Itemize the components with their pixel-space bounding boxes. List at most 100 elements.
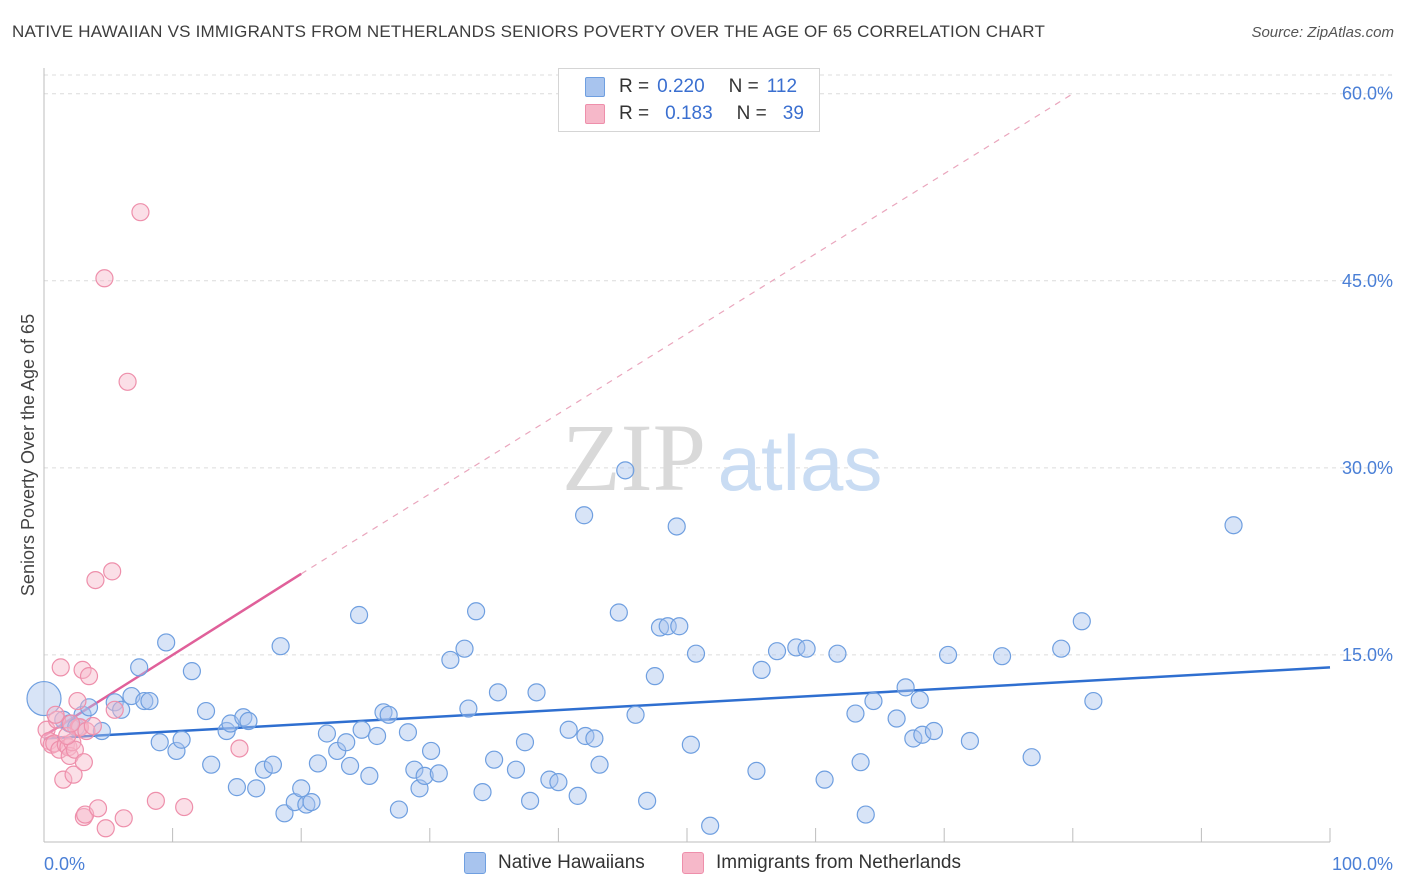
legend-r-value: 0.183 <box>665 103 713 124</box>
point-native-hawaiians <box>379 705 398 724</box>
point-native-hawaiians <box>585 729 604 748</box>
legend-label: Immigrants from Netherlands <box>716 852 961 873</box>
point-native-hawaiians <box>421 741 441 761</box>
point-native-hawaiians <box>182 662 201 681</box>
legend-swatch-pink <box>585 104 605 124</box>
point-native-hawaiians <box>650 618 670 637</box>
point-native-hawaiians <box>856 805 875 824</box>
point-native-hawaiians <box>398 723 418 742</box>
point-native-hawaiians <box>459 699 478 718</box>
point-native-hawaiians <box>352 720 371 739</box>
trend-line-native-hawaiians <box>43 666 1331 740</box>
point-native-hawaiians <box>360 766 379 786</box>
point-netherlands <box>95 269 114 288</box>
grid-lines <box>44 74 1394 656</box>
point-native-hawaiians <box>960 731 980 751</box>
legend-row-netherlands: R = 0.183 N = 39 <box>585 102 804 126</box>
point-native-hawaiians <box>752 660 771 679</box>
point-netherlands <box>175 797 194 817</box>
y-tick-label: 60.0% <box>1342 84 1393 104</box>
tick-labels: 15.0% 30.0% 45.0% 60.0% 0.0% 100.0% <box>44 84 1393 874</box>
legend-swatch-blue <box>464 852 486 874</box>
point-native-hawaiians <box>349 605 369 625</box>
point-native-hawaiians <box>681 735 700 754</box>
point-netherlands <box>103 562 122 581</box>
watermark-atlas: atlas <box>718 419 883 507</box>
legend-r-value: 0.220 <box>657 76 705 97</box>
point-native-hawaiians <box>367 726 387 746</box>
point-native-hawaiians <box>302 792 321 812</box>
point-native-hawaiians <box>441 650 460 670</box>
point-native-hawaiians <box>140 691 159 711</box>
legend-n-value: 112 <box>766 76 798 97</box>
point-native-hawaiians <box>767 642 787 661</box>
legend-item-netherlands[interactable]: Immigrants from Netherlands <box>682 852 961 874</box>
legend-n-value: 39 <box>782 103 804 124</box>
trend-line-netherlands <box>43 572 302 738</box>
point-native-hawaiians <box>271 637 290 656</box>
point-native-hawaiians <box>488 683 508 702</box>
trend-extension-netherlands <box>300 93 1074 575</box>
point-netherlands <box>79 667 99 686</box>
x-tick-label: 0.0% <box>44 854 85 874</box>
point-native-hawaiians <box>904 729 923 748</box>
point-native-hawaiians <box>79 698 99 717</box>
point-netherlands <box>61 714 81 733</box>
point-native-hawaiians <box>1022 748 1041 767</box>
legend-n-label: N = <box>728 76 759 97</box>
point-native-hawaiians <box>275 804 294 823</box>
point-native-hawaiians <box>667 517 686 536</box>
y-axis-label: Seniors Poverty Over the Age of 65 <box>18 314 38 596</box>
point-native-hawaiians <box>239 711 258 731</box>
point-native-hawaiians <box>549 773 568 792</box>
watermark: ZIP atlas <box>562 404 882 511</box>
point-native-hawaiians <box>616 461 635 480</box>
point-native-hawaiians <box>938 645 958 665</box>
point-native-hawaiians <box>254 760 274 779</box>
point-netherlands <box>46 705 65 724</box>
point-native-hawaiians <box>864 691 883 711</box>
point-native-hawaiians <box>887 709 906 728</box>
point-native-hawaiians <box>485 750 504 769</box>
point-netherlands <box>68 691 87 711</box>
point-native-hawaiians <box>340 756 360 776</box>
legend-swatch-blue <box>585 77 605 97</box>
y-tick-label: 15.0% <box>1342 645 1393 665</box>
point-native-hawaiians <box>670 617 689 636</box>
chart-title: NATIVE HAWAIIAN VS IMMIGRANTS FROM NETHE… <box>12 22 1046 41</box>
point-native-hawaiians <box>686 644 706 663</box>
point-netherlands <box>65 740 84 759</box>
point-native-hawaiians <box>473 783 492 802</box>
point-native-hawaiians <box>638 791 657 810</box>
point-native-hawaiians <box>429 764 448 783</box>
point-native-hawaiians <box>527 683 546 702</box>
point-netherlands <box>64 765 83 784</box>
axes <box>43 68 1331 843</box>
point-native-hawaiians <box>913 725 932 744</box>
point-native-hawaiians <box>797 639 816 658</box>
correlation-legend: R = 0.220 N = 112 R = 0.183 N = 39 <box>558 68 820 132</box>
x-tick-label: 100.0% <box>1332 854 1393 874</box>
point-native-hawaiians <box>227 778 246 797</box>
legend-item-native-hawaiians[interactable]: Native Hawaiians <box>464 852 645 874</box>
point-native-hawaiians <box>247 779 266 798</box>
point-native-hawaiians <box>308 754 328 773</box>
legend-r-label: R = <box>619 76 650 97</box>
point-native-hawaiians <box>701 816 720 835</box>
point-native-hawaiians <box>292 779 311 798</box>
point-native-hawaiians <box>626 705 645 724</box>
point-native-hawaiians <box>1052 639 1071 658</box>
point-netherlands <box>114 809 133 828</box>
point-native-hawaiians <box>150 733 169 752</box>
point-native-hawaiians <box>167 741 186 761</box>
point-native-hawaiians <box>828 644 847 663</box>
series-legend: Native Hawaiians Immigrants from Netherl… <box>0 852 1406 878</box>
y-tick-label: 45.0% <box>1342 271 1393 291</box>
point-native-hawaiians <box>609 603 628 622</box>
point-native-hawaiians <box>851 753 870 772</box>
point-native-hawaiians <box>924 721 944 741</box>
watermark-zip: ZIP <box>562 404 706 511</box>
point-native-hawaiians <box>466 602 486 621</box>
point-native-hawaiians <box>196 701 216 721</box>
point-native-hawaiians <box>405 760 424 779</box>
